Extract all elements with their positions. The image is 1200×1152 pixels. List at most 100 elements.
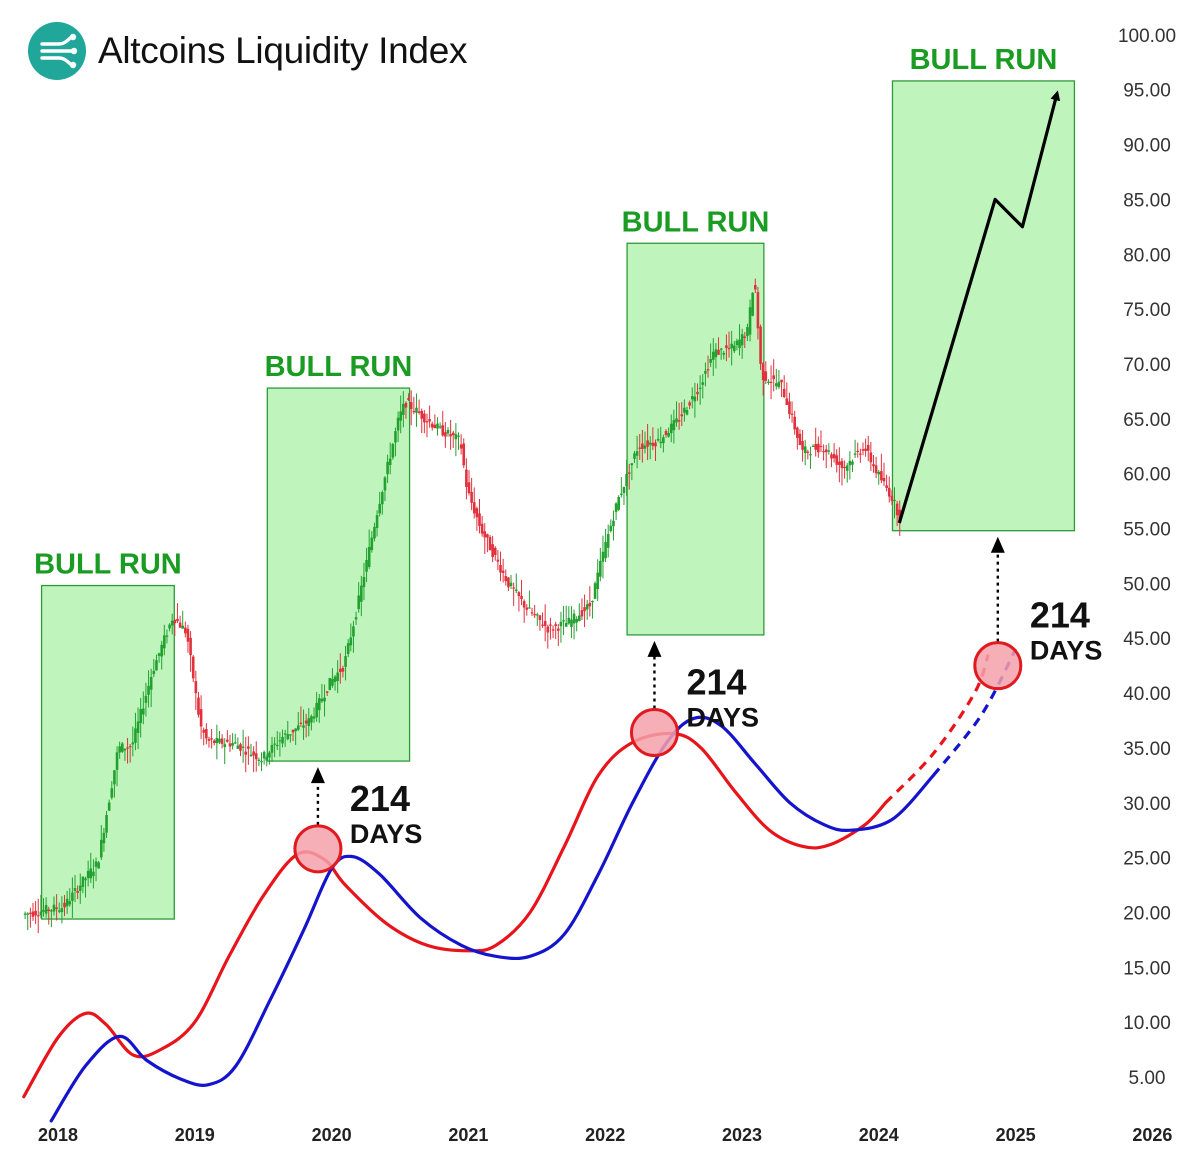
candle-up <box>672 420 676 431</box>
bull-run-zone <box>266 387 411 762</box>
candle-up <box>257 759 261 761</box>
candle-down <box>254 753 258 760</box>
candle-up <box>296 725 300 730</box>
candle-down <box>507 577 510 588</box>
blue-indicator-line <box>49 715 936 1123</box>
candle-up <box>777 381 781 388</box>
y-tick-label: 40.00 <box>1123 684 1171 705</box>
candle-down <box>425 421 429 423</box>
candle-up <box>260 761 263 763</box>
y-tick-label: 15.00 <box>1123 958 1171 979</box>
candle-up <box>336 672 339 681</box>
candle-down <box>814 444 818 450</box>
candle-down <box>885 485 888 489</box>
candle-up <box>709 358 712 363</box>
candle-up <box>317 698 321 711</box>
candle-up <box>57 910 61 912</box>
candle-up <box>344 656 347 667</box>
candle-up <box>307 718 311 726</box>
candle-up <box>333 676 337 682</box>
candle-up <box>604 541 607 559</box>
candle-down <box>696 391 699 395</box>
candle-up <box>375 515 379 528</box>
candle-up <box>683 407 686 413</box>
candle-up <box>402 403 405 415</box>
candle-down <box>838 461 841 465</box>
bull-run-label: BULL RUN <box>265 351 413 383</box>
candle-down <box>864 448 867 451</box>
candle-up <box>767 381 770 383</box>
candle-up <box>528 607 531 609</box>
candle-down <box>428 419 431 422</box>
candle-down <box>874 465 878 474</box>
candle-up <box>381 492 384 505</box>
candle-up <box>136 721 140 733</box>
candle-up <box>827 450 831 452</box>
candle-down <box>541 624 544 626</box>
candle-down <box>801 441 804 450</box>
candle-down <box>207 738 211 741</box>
candle-down <box>178 622 182 628</box>
candle-down <box>34 910 37 916</box>
arrow-head-up-icon <box>310 767 325 784</box>
candle-up <box>320 698 324 702</box>
candle-up <box>105 815 108 833</box>
candle-down <box>462 443 466 466</box>
candle-up <box>165 635 169 637</box>
bull-run-zones <box>40 80 1076 920</box>
candle-up <box>155 660 158 671</box>
candle-down <box>546 626 550 633</box>
candle-up <box>633 453 636 459</box>
candle-up <box>415 407 418 413</box>
candle-down <box>220 738 224 745</box>
candle-down <box>654 442 657 447</box>
candle-up <box>97 862 100 869</box>
candle-down <box>641 443 644 449</box>
candle-down <box>769 381 773 384</box>
candle-down <box>228 743 232 747</box>
projection-arrow <box>897 90 1061 524</box>
candle-down <box>186 628 190 642</box>
candle-up <box>446 430 450 434</box>
candle-down <box>817 443 820 453</box>
days-number-label: 214 <box>1030 595 1090 636</box>
candle-up <box>331 678 334 686</box>
candle-down <box>478 513 481 526</box>
candle-up <box>748 307 752 335</box>
candle-down <box>727 347 731 350</box>
y-tick-label: 70.00 <box>1123 355 1171 376</box>
candle-up <box>591 600 594 603</box>
candle-up <box>606 534 610 548</box>
days-word-label: DAYS <box>686 703 759 733</box>
candle-up <box>360 585 363 602</box>
candle-up <box>84 878 87 881</box>
candle-down <box>247 746 250 749</box>
candle-down <box>880 471 883 481</box>
chart-title: Altcoins Liquidity Index <box>98 30 468 71</box>
candle-up <box>893 499 896 502</box>
y-tick-label: 90.00 <box>1123 136 1171 157</box>
candle-down <box>409 401 413 410</box>
candle-up <box>622 486 626 494</box>
candle-down <box>63 902 66 908</box>
crossover-circle-marker <box>629 708 679 758</box>
candle-up <box>775 383 778 387</box>
candle-down <box>554 624 557 626</box>
candle-down <box>688 402 691 406</box>
candle-up <box>302 725 305 728</box>
candle-down <box>830 454 833 459</box>
candle-up <box>362 577 366 588</box>
candle-up <box>149 676 153 690</box>
candle-down <box>638 447 642 449</box>
candle-down <box>304 720 308 724</box>
candle-down <box>627 472 631 474</box>
candle-up <box>144 695 148 703</box>
candle-up <box>281 736 284 744</box>
candle-up <box>740 334 744 346</box>
candle-down <box>31 911 35 917</box>
x-tick-label: 2020 <box>312 1125 352 1145</box>
candle-up <box>147 685 150 695</box>
candle-down <box>404 402 408 408</box>
y-tick-label: 65.00 <box>1123 410 1171 431</box>
candle-down <box>706 369 710 371</box>
